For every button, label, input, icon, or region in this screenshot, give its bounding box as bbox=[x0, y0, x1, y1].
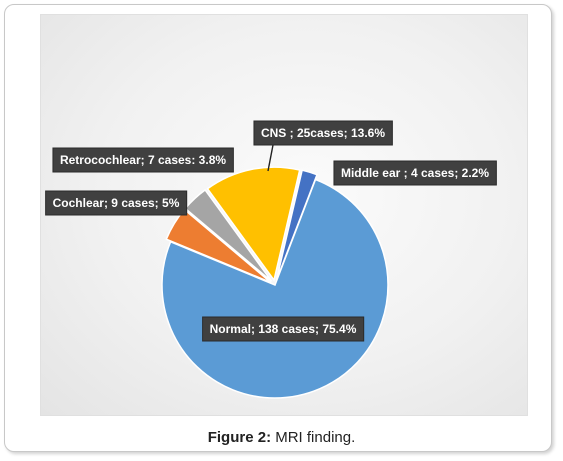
data-label-box bbox=[333, 160, 497, 186]
data-label-text: Normal; 138 cases; 75.4% bbox=[210, 322, 357, 336]
data-label-box bbox=[52, 147, 234, 173]
data-label-retrocochlear: Retrocochlear; 7 cases: 3.8% bbox=[52, 147, 234, 173]
pie-slice-middle-ear bbox=[275, 169, 318, 281]
pie-slices bbox=[161, 166, 389, 399]
pie-slice-cns bbox=[206, 166, 301, 282]
data-label-text: Retrocochlear; 7 cases: 3.8% bbox=[60, 153, 226, 167]
data-label-box bbox=[202, 316, 365, 342]
data-label-text: CNS ; 25cases; 13.6% bbox=[261, 126, 385, 140]
data-labels: Normal; 138 cases; 75.4% Cochlear; 9 case… bbox=[45, 120, 497, 342]
data-label-box bbox=[253, 120, 393, 146]
caption-label: Figure 2: bbox=[207, 429, 272, 446]
data-label-box bbox=[45, 190, 188, 216]
data-label-text: Cochlear; 9 cases; 5% bbox=[53, 196, 180, 210]
pie-slice-normal bbox=[161, 178, 389, 399]
data-label-cns: CNS ; 25cases; 13.6% bbox=[253, 120, 393, 146]
data-label-normal: Normal; 138 cases; 75.4% bbox=[202, 316, 365, 342]
data-label-text: Middle ear ; 4 cases; 2.2% bbox=[341, 166, 489, 180]
data-label-cochlear: Cochlear; 9 cases; 5% bbox=[45, 190, 188, 216]
data-label-middle-ear: Middle ear ; 4 cases; 2.2% bbox=[333, 160, 497, 186]
figure-caption: Figure 2: MRI finding. bbox=[0, 429, 563, 446]
leader-lines bbox=[267, 144, 274, 172]
leader-line-cns bbox=[267, 144, 274, 172]
caption-text: MRI finding. bbox=[271, 429, 356, 446]
